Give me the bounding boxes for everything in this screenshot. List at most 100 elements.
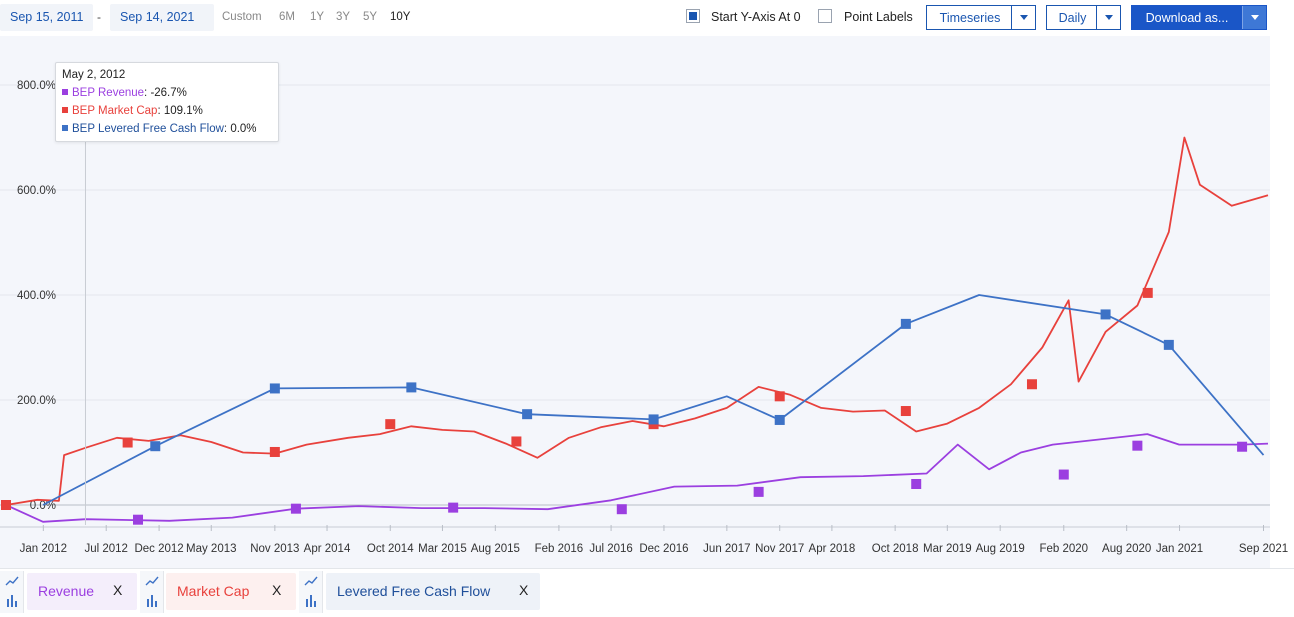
- start-y-axis-label[interactable]: Start Y-Axis At 0: [711, 10, 801, 24]
- x-tick-label: Dec 2016: [639, 543, 688, 555]
- chart-type-value: Timeseries: [939, 11, 1001, 25]
- data-point-market-cap: [1142, 287, 1153, 298]
- data-point-market-cap: [269, 446, 280, 457]
- y-tick-label: 600.0%: [17, 185, 56, 197]
- trend-line-icon[interactable]: [299, 571, 323, 613]
- legend-chip-fcf[interactable]: Levered Free Cash Flow X: [326, 573, 540, 610]
- tooltip-date: May 2, 2012: [62, 69, 126, 81]
- close-icon[interactable]: X: [519, 582, 529, 598]
- tooltip-value-revenue: -26.7%: [150, 87, 187, 99]
- data-point-levered-free-cash-flow: [150, 441, 161, 452]
- x-tick-label: Jun 2017: [703, 543, 750, 555]
- tooltip-row-revenue: BEP Revenue: -26.7%: [62, 87, 187, 99]
- data-point-market-cap: [774, 391, 785, 402]
- data-point-levered-free-cash-flow: [406, 382, 417, 393]
- dropdown-arrow-icon[interactable]: [1242, 6, 1266, 29]
- data-point-levered-free-cash-flow: [1163, 339, 1174, 350]
- x-tick-label: Aug 2020: [1102, 543, 1151, 555]
- x-tick-label: Oct 2014: [367, 543, 414, 555]
- series-type-toggle[interactable]: [140, 571, 164, 613]
- x-tick-label: Dec 2012: [134, 543, 183, 555]
- dropdown-arrow-icon[interactable]: [1096, 6, 1120, 29]
- data-point-market-cap: [1026, 379, 1037, 390]
- start-date-value: Sep 15, 2011: [10, 10, 84, 24]
- x-tick-label: Jan 2021: [1156, 543, 1203, 555]
- data-point-levered-free-cash-flow: [648, 414, 659, 425]
- tooltip-value-market-cap: 109.1%: [163, 105, 203, 117]
- data-point-revenue: [1132, 440, 1143, 451]
- data-point-revenue: [448, 502, 459, 513]
- trend-line-icon[interactable]: [0, 571, 24, 613]
- x-tick-label: Feb 2020: [1039, 543, 1088, 555]
- series-type-toggle[interactable]: [299, 571, 323, 613]
- legend-label-revenue: Revenue: [38, 583, 95, 599]
- data-point-market-cap: [385, 419, 396, 430]
- tooltip-series-revenue: BEP Revenue: [72, 87, 145, 99]
- download-label: Download as...: [1145, 11, 1229, 25]
- data-point-levered-free-cash-flow: [774, 414, 785, 425]
- chart-toolbar: Sep 15, 2011 - Sep 14, 2021 Custom 6M 1Y…: [0, 0, 1294, 36]
- trend-line-icon[interactable]: [140, 571, 164, 613]
- end-date-value: Sep 14, 2021: [120, 10, 195, 24]
- end-date-field[interactable]: Sep 14, 2021: [110, 4, 214, 31]
- data-point-revenue: [290, 503, 301, 514]
- tooltip-series-fcf: BEP Levered Free Cash Flow: [72, 123, 224, 135]
- download-button[interactable]: Download as...: [1131, 5, 1267, 30]
- tooltip-row-market-cap: BEP Market Cap: 109.1%: [62, 105, 203, 117]
- y-tick-label: 800.0%: [17, 80, 56, 92]
- range-10y[interactable]: 10Y: [390, 11, 411, 23]
- range-custom[interactable]: Custom: [222, 11, 262, 23]
- data-point-revenue: [1237, 441, 1248, 452]
- data-point-market-cap: [900, 406, 911, 417]
- x-tick-label: Aug 2015: [471, 543, 520, 555]
- y-tick-label: 400.0%: [17, 290, 56, 302]
- series-line-market-cap: [5, 136, 1269, 506]
- close-icon[interactable]: X: [113, 582, 123, 598]
- series-type-toggle[interactable]: [0, 571, 24, 613]
- data-point-market-cap: [122, 437, 133, 448]
- point-labels-checkbox[interactable]: [818, 9, 832, 23]
- x-tick-label: Mar 2019: [923, 543, 972, 555]
- data-point-levered-free-cash-flow: [269, 383, 280, 394]
- legend-chip-market-cap[interactable]: Market Cap X: [166, 573, 296, 610]
- x-tick-label: Sep 2021: [1239, 543, 1288, 555]
- legend-chip-revenue[interactable]: Revenue X: [27, 573, 137, 610]
- x-tick-label: May 2013: [186, 543, 237, 555]
- point-labels-label[interactable]: Point Labels: [844, 10, 913, 24]
- chart-type-dropdown[interactable]: Timeseries: [926, 5, 1036, 30]
- revenue-swatch-icon: [62, 89, 68, 95]
- range-1y[interactable]: 1Y: [310, 11, 325, 23]
- data-point-market-cap: [1, 500, 11, 510]
- market-cap-swatch-icon: [62, 107, 68, 113]
- tooltip-series-market-cap: BEP Market Cap: [72, 105, 158, 117]
- fcf-swatch-icon: [62, 125, 68, 131]
- x-tick-label: Feb 2016: [535, 543, 584, 555]
- x-tick-label: Nov 2013: [250, 543, 299, 555]
- start-y-axis-checkbox[interactable]: [686, 9, 700, 23]
- data-point-revenue: [911, 479, 922, 489]
- x-tick-label: Apr 2014: [304, 543, 351, 555]
- legend-label-market-cap: Market Cap: [177, 583, 250, 599]
- x-tick-label: Aug 2019: [976, 543, 1025, 555]
- tooltip-row-fcf: BEP Levered Free Cash Flow: 0.0%: [62, 123, 257, 135]
- data-point-market-cap: [511, 436, 522, 447]
- data-point-revenue: [133, 514, 144, 525]
- range-6m[interactable]: 6M: [279, 11, 295, 23]
- close-icon[interactable]: X: [272, 582, 282, 598]
- range-5y[interactable]: 5Y: [363, 11, 378, 23]
- range-3y[interactable]: 3Y: [336, 11, 351, 23]
- data-point-revenue: [753, 486, 764, 497]
- y-tick-label: 0.0%: [30, 500, 56, 512]
- hover-tooltip: May 2, 2012 BEP Revenue: -26.7% BEP Mark…: [55, 62, 279, 142]
- dropdown-arrow-icon[interactable]: [1011, 6, 1035, 29]
- data-point-revenue: [1058, 469, 1069, 480]
- x-tick-label: Nov 2017: [755, 543, 804, 555]
- data-point-levered-free-cash-flow: [522, 409, 533, 420]
- frequency-value: Daily: [1058, 11, 1087, 25]
- tooltip-value-fcf: 0.0%: [230, 123, 257, 135]
- frequency-dropdown[interactable]: Daily: [1046, 5, 1121, 30]
- x-tick-label: Jan 2012: [20, 543, 67, 555]
- data-point-levered-free-cash-flow: [1100, 309, 1111, 320]
- data-point-revenue: [616, 504, 627, 515]
- start-date-field[interactable]: Sep 15, 2011: [0, 4, 93, 31]
